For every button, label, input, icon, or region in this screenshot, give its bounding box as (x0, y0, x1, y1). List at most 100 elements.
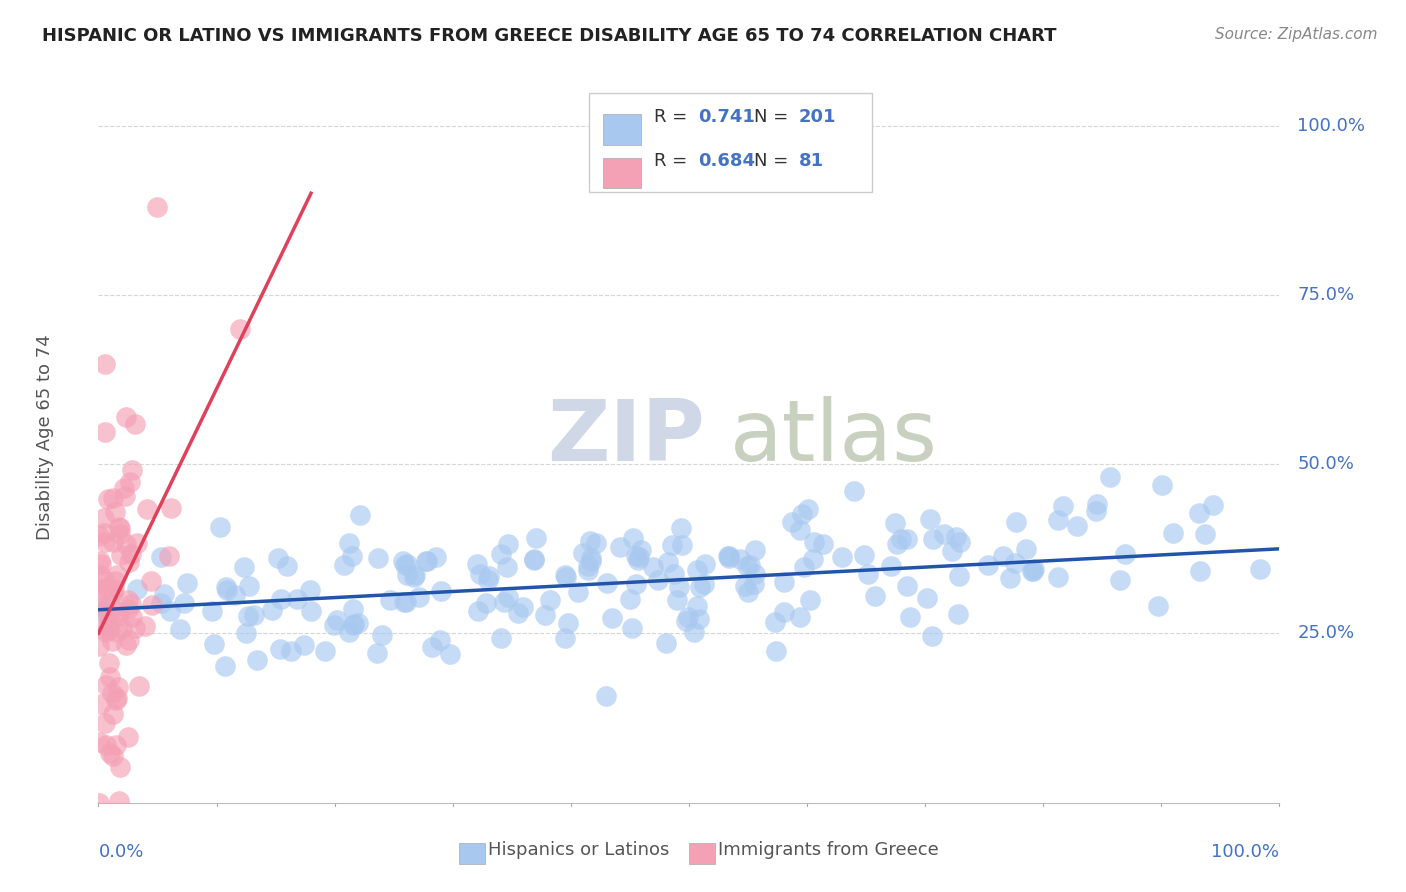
Point (793, 559, 815, 574)
Point (921, 532, 943, 546)
Point (266, 550, 288, 565)
Text: N =: N = (754, 108, 794, 126)
Point (1161, 526, 1184, 541)
Text: Source: ZipAtlas.com: Source: ZipAtlas.com (1215, 27, 1378, 42)
Point (676, 610, 699, 624)
Point (115, 410, 138, 425)
Point (98, 623, 121, 637)
Text: 100.0%: 100.0% (1212, 843, 1279, 861)
Point (101, 491, 124, 506)
Point (117, 730, 139, 744)
Point (104, 505, 127, 519)
Point (858, 566, 880, 581)
Point (120, 547, 142, 561)
Point (1114, 547, 1136, 561)
Point (799, 592, 821, 607)
Point (941, 544, 963, 558)
Point (886, 537, 908, 551)
Point (534, 607, 557, 622)
Point (121, 610, 143, 624)
Point (1085, 496, 1108, 510)
Point (585, 536, 607, 550)
Point (108, 605, 131, 619)
Point (98, 607, 121, 621)
Point (621, 621, 644, 635)
Point (508, 606, 530, 620)
Point (91, 600, 114, 615)
Point (693, 576, 716, 591)
Point (831, 550, 853, 565)
Point (176, 576, 198, 591)
Point (647, 574, 669, 588)
Point (107, 794, 129, 808)
Point (661, 538, 683, 552)
Point (737, 559, 759, 574)
Point (96, 619, 118, 633)
Point (150, 596, 173, 610)
Point (896, 533, 918, 547)
Point (322, 618, 344, 632)
Point (789, 609, 811, 624)
Point (948, 569, 970, 583)
Text: R =: R = (654, 108, 693, 126)
Point (333, 558, 356, 572)
Point (314, 644, 336, 658)
Point (342, 618, 364, 632)
Point (1201, 498, 1223, 512)
Point (948, 607, 970, 621)
Point (96, 738, 118, 752)
Text: 75.0%: 75.0% (1298, 285, 1354, 304)
Point (214, 658, 236, 673)
Text: 201: 201 (799, 108, 837, 126)
Point (105, 568, 128, 582)
Point (630, 543, 652, 558)
Point (114, 489, 136, 503)
Text: R =: R = (654, 152, 693, 169)
Point (554, 631, 576, 645)
Point (298, 583, 321, 598)
Point (139, 574, 162, 588)
Point (103, 586, 125, 600)
Point (717, 549, 740, 563)
Point (90, 557, 112, 571)
Point (94, 425, 117, 439)
Text: HISPANIC OR LATINO VS IMMIGRANTS FROM GREECE DISABILITY AGE 65 TO 74 CORRELATION: HISPANIC OR LATINO VS IMMIGRANTS FROM GR… (42, 27, 1057, 45)
Point (883, 516, 905, 530)
Point (811, 536, 834, 550)
Point (740, 558, 762, 572)
Point (571, 546, 593, 560)
Point (915, 591, 938, 605)
Point (280, 644, 302, 658)
Point (89, 567, 111, 582)
Point (1084, 504, 1107, 518)
Point (1066, 519, 1088, 533)
Point (730, 551, 752, 566)
Point (763, 615, 786, 629)
Point (125, 582, 148, 596)
Point (1098, 469, 1121, 483)
FancyBboxPatch shape (689, 843, 714, 863)
Point (737, 585, 759, 599)
Point (524, 531, 547, 545)
Point (801, 552, 824, 566)
Point (803, 535, 825, 549)
Point (120, 597, 142, 611)
Point (87, 796, 110, 810)
Point (89, 735, 111, 749)
Point (343, 617, 366, 632)
Point (117, 555, 139, 569)
Point (1194, 527, 1216, 541)
Point (523, 552, 546, 566)
Text: Immigrants from Greece: Immigrants from Greece (718, 841, 939, 859)
Point (101, 707, 124, 722)
Point (416, 553, 439, 567)
Point (337, 625, 360, 640)
Point (496, 536, 519, 550)
Point (991, 549, 1014, 564)
Point (643, 559, 665, 574)
Point (668, 580, 690, 594)
Text: 0.741: 0.741 (699, 108, 755, 126)
Point (567, 584, 589, 599)
Point (101, 749, 124, 764)
Point (395, 558, 418, 572)
